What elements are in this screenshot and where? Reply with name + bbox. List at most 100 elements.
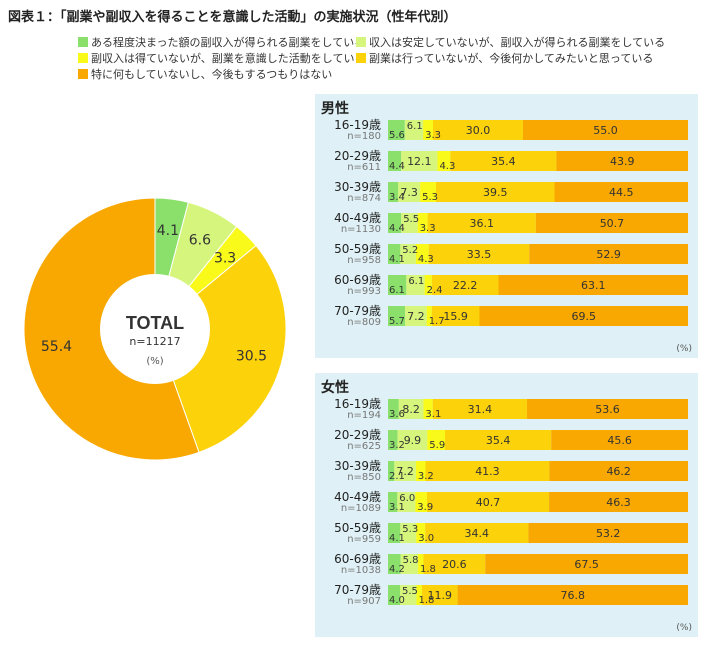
total-donut-chart: TOTAL n=11217 (%) 4.1 6.63.3 30.5 55.4 [23,197,287,461]
female-bar-value-1: 4.0 [389,595,405,605]
female-age-label: 50-59歳 [334,521,381,535]
male-bar-segment-3 [420,182,436,202]
donut-center-unit: (%) [146,356,163,367]
female-bar-segment-3 [418,554,424,574]
male-bar-segment-5 [529,244,688,264]
female-bar-value-4: 40.7 [476,496,501,509]
male-n-label: n=958 [347,254,381,266]
legend-item-2: 収入は安定していないが、副収入が得られる副業をしている [356,34,665,50]
female-bar-segment-1 [388,399,399,419]
female-bar-segment-5 [551,430,688,450]
male-bar-value-2: 5.2 [402,245,418,256]
male-row-label: 50-59歳 n=958 [315,243,381,266]
female-bar-segment-3 [416,585,422,605]
male-age-label: 30-39歳 [334,180,381,194]
female-bar-value-2: 9.9 [404,434,422,447]
female-age-label: 40-49歳 [334,490,381,504]
male-bar-value-4: 33.5 [467,248,492,261]
female-bar-value-5: 53.6 [595,403,620,416]
male-row-label: 70-79歳 n=809 [315,305,381,328]
female-bar-segment-3 [415,461,426,481]
legend-label-1: ある程度決まった額の副収入が得られる副業をしている [91,36,366,49]
male-bar-value-5: 43.9 [610,155,635,168]
male-bar-segment-2 [398,182,421,202]
male-n-label: n=874 [347,192,381,204]
male-bar-segment-5 [523,120,688,140]
donut-center-title: TOTAL [126,313,184,333]
male-bar-value-4: 15.9 [443,310,468,323]
female-bar-value-4: 35.4 [486,434,511,447]
male-bar-segment-3 [426,306,432,326]
male-panel: 男性 16-19歳 n=180 5.6 6.1 3.3 30.0 55.0 20-29歳 n=6… [315,94,698,358]
female-bar-value-4: 31.4 [468,403,493,416]
male-bar-row: 4.15.24.3 33.5 52.9 [388,244,688,264]
female-bar-segment-2 [400,523,417,543]
male-bar-row: 6.16.12.4 22.2 63.1 [388,275,688,295]
male-bar-value-2: 6.1 [408,276,424,287]
female-bar-value-5: 67.5 [574,558,599,571]
legend-swatch-3 [78,53,88,63]
female-bar-value-4: 41.3 [475,465,500,478]
male-bar-segment-2 [400,244,416,264]
male-bar-segment-4 [450,151,557,171]
male-n-label: n=809 [347,316,381,328]
female-bar-value-1: 3.2 [389,440,405,450]
female-n-label: n=1038 [340,564,381,576]
female-n-label: n=907 [347,595,381,607]
female-bar-segment-2 [394,461,416,481]
female-bar-value-3: 3.2 [418,471,434,481]
male-bar-row: 4.4 12.1 4.3 35.4 43.9 [388,151,688,171]
donut-label-3: 3.3 [214,251,236,267]
male-bar-value-4: 39.5 [483,186,508,199]
male-bar-segment-5 [479,306,688,326]
male-bar-value-2: 5.5 [403,214,419,225]
male-age-label: 50-59歳 [334,242,381,256]
female-bar-segment-3 [416,523,426,543]
female-bar-segment-5 [528,523,688,543]
female-n-label: n=194 [347,409,381,421]
male-bar-segment-4 [427,213,536,233]
male-bar-segment-2 [401,213,418,233]
female-bar-value-1: 4.2 [389,564,405,574]
female-bar-segment-4 [432,399,528,419]
legend-item-4: 副業は行っていないが、今後何かしてみたいと思っている [356,50,653,66]
male-bar-row: 4.45.53.3 36.1 50.7 [388,213,688,233]
legend-label-5: 特に何もしていないし、今後もするつもりはない [91,68,333,81]
female-bar-value-3: 3.0 [418,533,434,543]
male-bar-segment-4 [428,244,530,264]
female-bar-segment-5 [549,461,688,481]
male-bar-value-1: 5.7 [389,316,405,326]
legend-item-5: 特に何もしていないし、今後もするつもりはない [78,66,332,82]
male-bar-segment-5 [498,275,688,295]
male-bar-segment-1 [388,182,399,202]
female-bar-segment-1 [388,585,400,605]
female-bar-row: 3.68.2 3.1 31.4 53.6 [388,399,688,419]
male-bar-segment-1 [388,151,402,171]
female-bar-segment-2 [400,585,417,605]
donut-center-n: n=11217 [129,335,180,348]
male-bar-value-3: 5.3 [422,192,438,202]
male-bar-value-4: 30.0 [466,124,491,137]
male-age-label: 16-19歳 [334,118,381,132]
female-unit-label: (%) [676,623,692,633]
legend-label-3: 副収入は得ていないが、副業を意識した活動をしている [91,52,366,65]
female-age-label: 70-79歳 [334,583,381,597]
female-bar-segment-2 [397,430,428,450]
male-bar-value-3: 1.7 [429,316,445,326]
male-bar-value-5: 63.1 [581,279,606,292]
female-bar-value-1: 2.1 [389,471,405,481]
female-bar-segment-1 [388,461,395,481]
female-panel: 女性 16-19歳 n=194 3.6 8.2 3.1 31.4 53.6 20-29歳 n=6… [315,373,698,637]
male-bar-value-3: 2.4 [427,285,443,295]
female-bar-segment-4 [423,554,486,574]
male-bar-segment-3 [417,213,428,233]
female-bar-value-4: 34.4 [465,527,490,540]
female-bar-row: 3.29.9 5.9 35.4 45.6 [388,430,688,450]
female-bar-row: 4.15.33.0 34.4 53.2 [388,523,688,543]
female-age-label: 20-29歳 [334,428,381,442]
female-bar-value-1: 4.1 [389,533,405,543]
male-bar-row: 5.66.13.3 30.0 55.0 [388,120,688,140]
male-bar-segment-1 [388,275,407,295]
female-bar-segment-1 [388,492,398,512]
male-bar-segment-4 [431,306,480,326]
